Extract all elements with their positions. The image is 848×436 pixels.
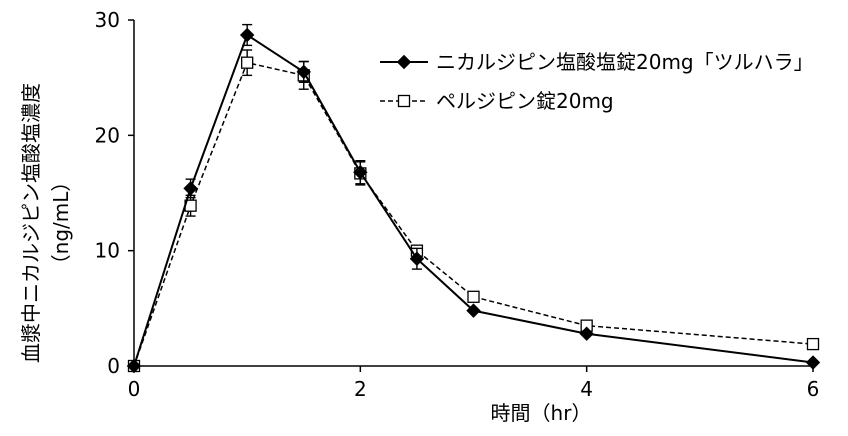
ticks: 0 2 4 6 0 10 20 30 (95, 8, 820, 401)
axes (133, 20, 813, 367)
x-tick-label-2: 4 (580, 377, 593, 401)
legend: ニカルジピン塩酸塩錠20mg「ツルハラ」ペルジピン錠20mg (380, 50, 814, 113)
legend-marker-0 (396, 54, 412, 70)
y-tick-label-3: 30 (95, 8, 120, 32)
series-0-point-5 (409, 251, 425, 266)
series-0-point-8 (805, 355, 821, 370)
y-tick-label-0: 0 (107, 354, 120, 378)
series-0-point-6 (466, 303, 481, 318)
legend-marker-1 (397, 94, 411, 108)
x-tick-label-3: 6 (807, 377, 820, 401)
series-0-point-0 (126, 358, 142, 374)
y-axis-unit: （ng/mL） (49, 172, 73, 275)
y-tick-label-2: 20 (95, 123, 120, 147)
series-0-point-4 (353, 165, 368, 180)
series-1-point-6 (467, 290, 480, 303)
legend-label-1: ペルジピン錠20mg (436, 89, 614, 113)
y-axis-title: 血漿中ニカルジピン塩酸塩濃度 (19, 83, 43, 363)
y-tick-label-1: 10 (95, 239, 120, 263)
legend-label-0: ニカルジピン塩酸塩錠20mg「ツルハラ」 (436, 50, 814, 74)
y-axis-title-main: 血漿中ニカルジピン塩酸塩濃度 (19, 83, 43, 363)
series-1-point-8 (806, 337, 820, 351)
series-0 (126, 23, 821, 374)
series-layer (126, 23, 821, 374)
x-tick-label-1: 2 (354, 377, 367, 401)
x-tick-label-0: 0 (128, 377, 141, 401)
y-axis-unit-label: （ng/mL） (49, 172, 73, 275)
series-1-point-2 (241, 56, 254, 69)
series-0-point-1 (183, 181, 198, 196)
series-0-point-2 (239, 27, 255, 43)
series-0-point-3 (296, 64, 311, 80)
series-0-point-7 (579, 326, 594, 341)
x-axis-title: 時間（hr） (491, 401, 592, 425)
